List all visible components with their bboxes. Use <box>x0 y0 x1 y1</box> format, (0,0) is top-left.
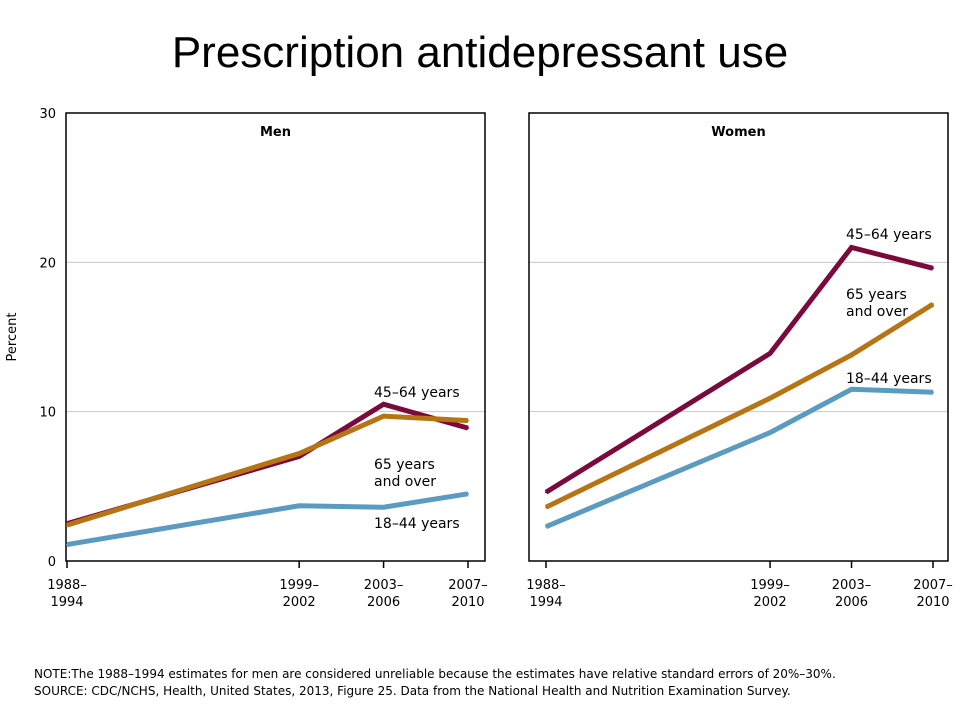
x-tick-label: 1988– <box>47 578 87 593</box>
data-point <box>382 506 385 509</box>
data-point <box>382 415 385 418</box>
data-point <box>850 353 853 356</box>
y-axis-label: Percent <box>5 313 20 362</box>
data-point <box>932 303 934 306</box>
x-tick-label: 1988– <box>526 578 566 593</box>
data-point <box>769 431 772 434</box>
data-point <box>769 352 772 355</box>
x-tick-label: 1994 <box>529 595 562 610</box>
x-tick-label: 2007– <box>448 578 488 593</box>
x-tick-label: 2003– <box>364 578 404 593</box>
x-tick-label: 2010 <box>916 595 949 610</box>
series-label: and over <box>846 304 908 320</box>
series-line-0 <box>544 244 934 495</box>
x-tick-label: 1999– <box>750 578 790 593</box>
data-point <box>850 246 853 249</box>
series-label: and over <box>374 474 436 490</box>
series-line-1 <box>66 413 469 528</box>
slide-title: Prescription antidepressant use <box>171 28 789 77</box>
x-tick-label: 2002 <box>283 595 316 610</box>
data-point <box>932 267 934 270</box>
panel-title: Men <box>260 125 291 140</box>
data-point <box>769 397 772 400</box>
data-point <box>298 504 301 507</box>
series-line-2 <box>545 386 934 529</box>
data-point <box>467 427 469 430</box>
data-point <box>66 543 68 546</box>
data-point <box>545 506 547 509</box>
y-tick-label: 20 <box>39 256 56 271</box>
x-tick-label: 2010 <box>451 595 484 610</box>
x-tick-label: 2007– <box>913 578 953 593</box>
y-tick-label: 30 <box>39 107 56 122</box>
data-point <box>66 524 68 527</box>
source-text: SOURCE: CDC/NCHS, Health, United States,… <box>34 684 791 698</box>
x-tick-label: 2003– <box>832 578 872 593</box>
y-tick-label: 10 <box>39 406 56 421</box>
x-tick-label: 2006 <box>835 595 868 610</box>
x-tick-label: 2006 <box>367 595 400 610</box>
series-label: 18–44 years <box>374 516 460 532</box>
series-line-2 <box>66 491 469 548</box>
data-point <box>850 388 853 391</box>
series-label: 45–64 years <box>846 227 932 243</box>
note-text: NOTE:The 1988–1994 estimates for men are… <box>34 667 836 681</box>
series-line-1 <box>544 302 935 510</box>
series-label: 65 years <box>374 457 435 473</box>
panel-title: Women <box>711 125 765 140</box>
data-point <box>545 525 547 528</box>
data-point <box>298 452 301 455</box>
data-point <box>467 419 469 422</box>
data-point <box>382 403 385 406</box>
data-point <box>545 491 547 494</box>
x-tick-label: 2002 <box>754 595 787 610</box>
x-tick-label: 1999– <box>279 578 319 593</box>
x-tick-label: 1994 <box>50 595 83 610</box>
data-point <box>932 391 934 394</box>
series-label: 45–64 years <box>374 385 460 401</box>
y-tick-label: 0 <box>48 555 56 570</box>
series-label: 18–44 years <box>846 371 932 387</box>
data-point <box>467 492 469 495</box>
panel-frame <box>528 112 949 562</box>
panel-frame <box>65 112 486 562</box>
series-label: 65 years <box>846 287 907 303</box>
